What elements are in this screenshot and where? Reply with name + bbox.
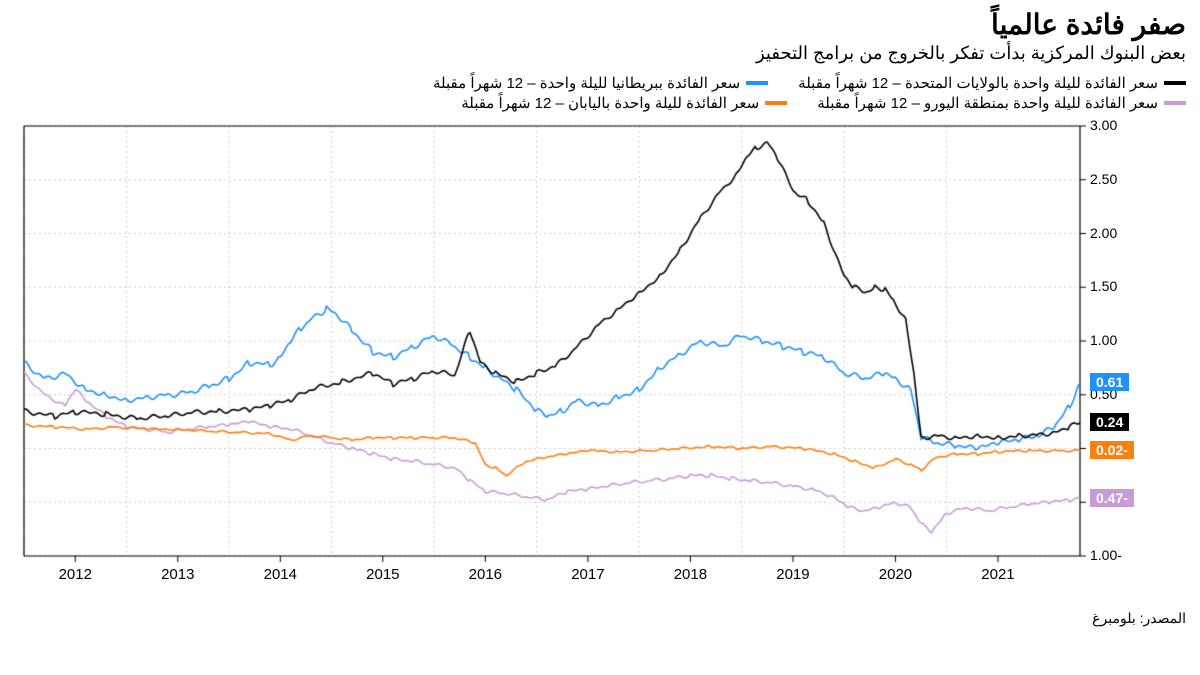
x-tick-label: 2021 [981, 566, 1014, 583]
x-tick-label: 2014 [264, 566, 297, 583]
legend-label: سعر الفائدة لليلة واحدة بمنطقة اليورو – … [817, 94, 1158, 112]
y-tick-label: 1.00 [1090, 332, 1117, 348]
legend: سعر الفائدة لليلة واحدة بالولايات المتحد… [14, 74, 1186, 112]
x-tick-label: 2013 [161, 566, 194, 583]
line-chart-canvas [14, 116, 1186, 606]
legend-item: سعر الفائدة لليلة واحدة باليابان – 12 شه… [461, 94, 787, 112]
y-tick-label: 1.50 [1090, 278, 1117, 294]
x-tick-label: 2019 [776, 566, 809, 583]
legend-swatch [765, 101, 787, 105]
y-tick-label: 3.00 [1090, 117, 1117, 133]
chart-subtitle: بعض البنوك المركزية بدأت تفكر بالخروج من… [14, 43, 1186, 64]
x-tick-label: 2020 [879, 566, 912, 583]
x-tick-label: 2012 [59, 566, 92, 583]
series-end-value: 0.61 [1090, 373, 1129, 391]
x-tick-label: 2018 [674, 566, 707, 583]
y-tick-label: 1.00- [1090, 547, 1122, 563]
x-tick-label: 2017 [571, 566, 604, 583]
source-text: المصدر: بلومبرغ [14, 610, 1186, 627]
series-end-value: 0.02- [1090, 441, 1134, 459]
legend-item: سعر الفائدة لليلة واحدة بمنطقة اليورو – … [817, 94, 1186, 112]
series-end-value: 0.24 [1090, 413, 1129, 431]
legend-item: سعر الفائدة ببريطانيا لليلة واحدة – 12 ش… [433, 74, 768, 92]
legend-label: سعر الفائدة ببريطانيا لليلة واحدة – 12 ش… [433, 74, 740, 92]
chart-title: صفر فائدة عالمياً [14, 8, 1186, 41]
x-tick-label: 2015 [366, 566, 399, 583]
legend-swatch [746, 81, 768, 85]
legend-swatch [1164, 101, 1186, 105]
legend-swatch [1164, 81, 1186, 85]
legend-label: سعر الفائدة لليلة واحدة بالولايات المتحد… [798, 74, 1158, 92]
legend-label: سعر الفائدة لليلة واحدة باليابان – 12 شه… [461, 94, 759, 112]
y-tick-label: 2.00 [1090, 225, 1117, 241]
legend-item: سعر الفائدة لليلة واحدة بالولايات المتحد… [798, 74, 1186, 92]
chart-area: النسبة المئوية 1.00-0.50-00.501.001.502.… [14, 116, 1186, 606]
y-tick-label: 2.50 [1090, 171, 1117, 187]
x-tick-label: 2016 [469, 566, 502, 583]
series-end-value: 0.47- [1090, 489, 1134, 507]
